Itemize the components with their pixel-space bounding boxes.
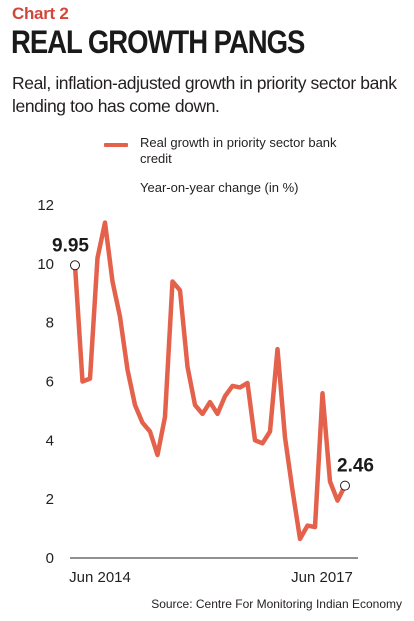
y-tick-label-4: 4: [46, 432, 54, 449]
y-axis-unit-label: Year-on-year change (in %): [140, 180, 299, 195]
marker-last: [340, 480, 350, 491]
y-tick-label-2: 2: [46, 491, 54, 508]
y-tick-labels: 0 2 4 6 8 10 12: [37, 197, 54, 567]
y-tick-label-10: 10: [37, 256, 54, 273]
chart-title: REAL GROWTH PANGS: [11, 24, 305, 60]
y-tick-label-12: 12: [37, 197, 54, 214]
endpoint-markers: [70, 260, 350, 491]
callout-last: 2.46: [337, 456, 374, 477]
chart-subtitle: Real, inflation-adjusted growth in prior…: [12, 73, 397, 116]
source-note: Source: Centre For Monitoring Indian Eco…: [151, 597, 402, 611]
chart-kicker: Chart 2: [12, 4, 69, 23]
x-tick-labels: Jun 2014 Jun 2017: [69, 569, 353, 586]
y-tick-label-6: 6: [46, 374, 54, 391]
marker-first: [70, 260, 80, 271]
x-tick-label-1: Jun 2017: [291, 569, 353, 586]
legend-label: Real growth in priority sector bank cred…: [140, 135, 337, 166]
x-tick-label-0: Jun 2014: [69, 569, 131, 586]
y-tick-label-8: 8: [46, 315, 54, 332]
series-line-real-growth: [72, 220, 348, 542]
value-callouts: 9.95 2.46: [52, 235, 374, 476]
callout-first: 9.95: [52, 235, 89, 256]
y-tick-label-0: 0: [46, 550, 54, 567]
legend-swatch: [104, 143, 128, 147]
